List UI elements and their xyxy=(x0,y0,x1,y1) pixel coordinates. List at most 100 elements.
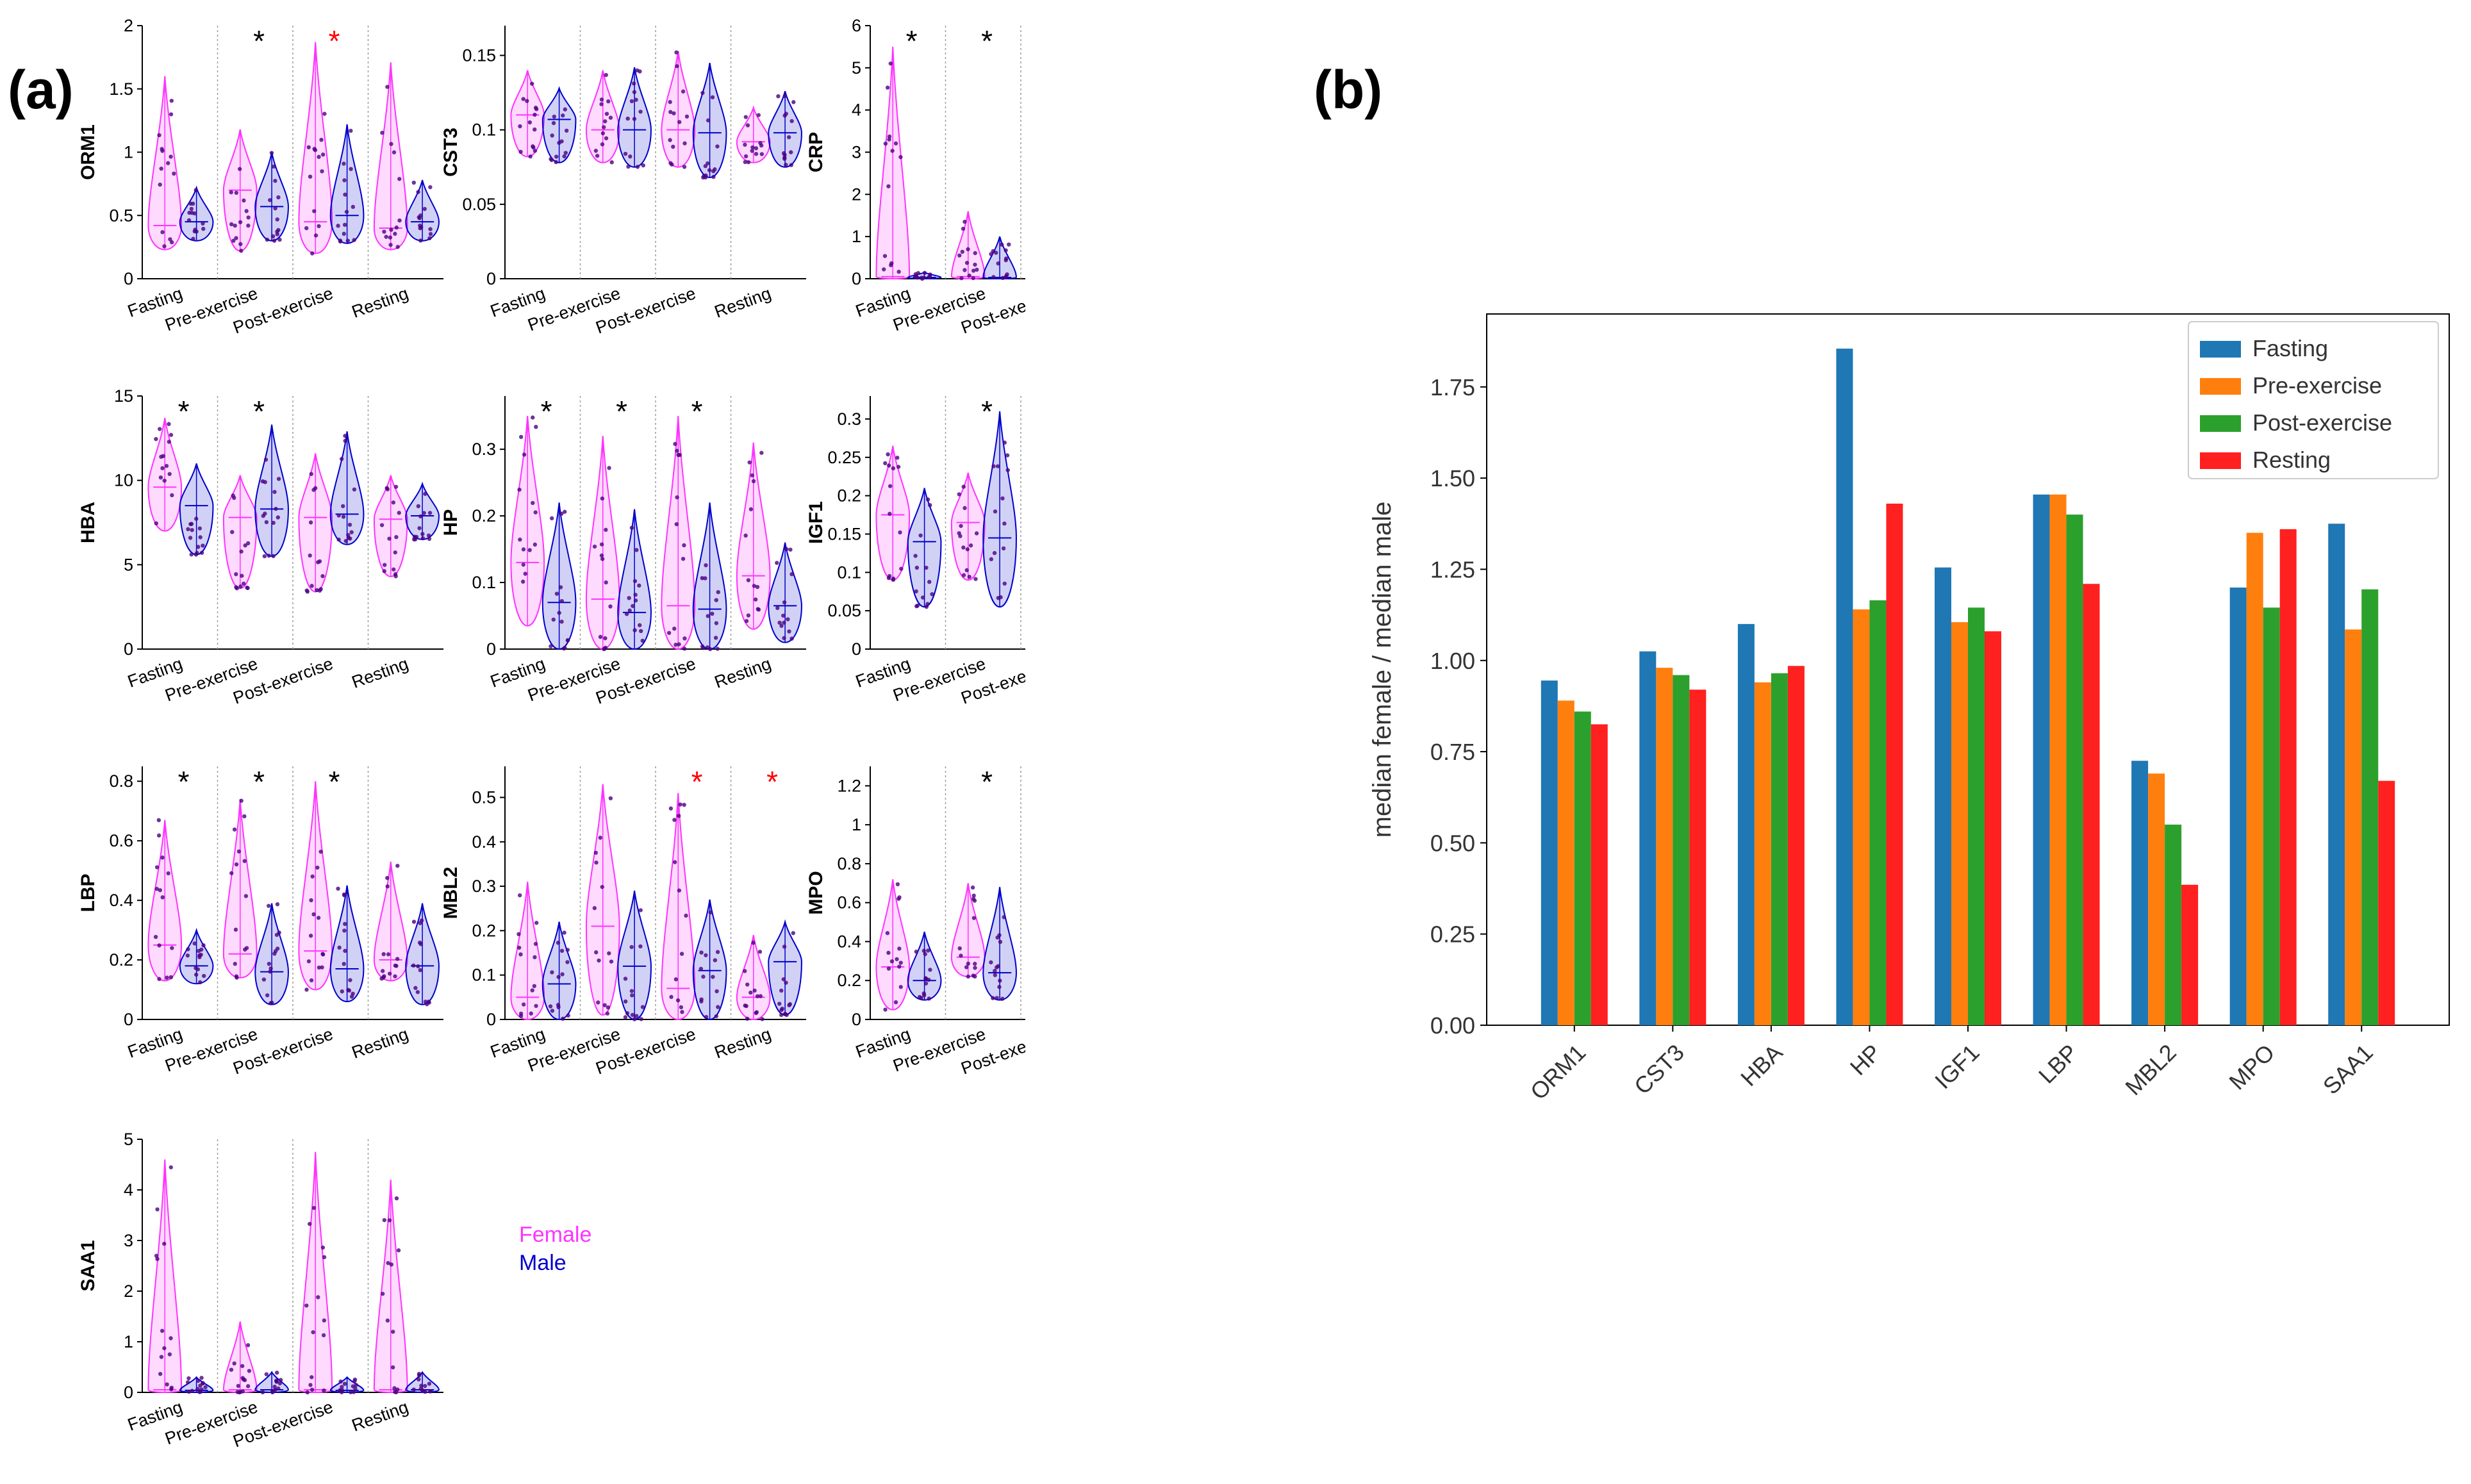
data-point-female xyxy=(162,478,167,483)
data-point-male xyxy=(991,464,996,468)
data-point-male xyxy=(198,1383,202,1388)
data-point-male xyxy=(913,274,918,279)
data-point-male xyxy=(277,930,281,935)
data-point-female xyxy=(153,934,158,939)
data-point-female xyxy=(388,242,393,247)
data-point-female xyxy=(393,963,398,968)
data-point-female xyxy=(967,575,971,579)
data-point-female xyxy=(596,1000,600,1005)
data-point-male xyxy=(563,151,568,155)
data-point-female xyxy=(229,190,233,195)
data-point-female xyxy=(682,802,686,807)
y-tick-label: 0.6 xyxy=(109,831,133,850)
data-point-female xyxy=(320,952,326,957)
data-point-male xyxy=(274,506,278,511)
bar-igf1-pre-exercise xyxy=(1951,622,1968,1025)
data-point-male xyxy=(993,973,997,977)
bar-mbl2-resting xyxy=(2181,884,2199,1025)
bar-mbl2-post-exercise xyxy=(2165,824,2182,1025)
data-point-male xyxy=(716,589,720,595)
data-point-female xyxy=(304,588,309,593)
y-tick-label: 0.5 xyxy=(472,788,496,807)
y-axis-label: HBA xyxy=(78,502,99,543)
data-point-male xyxy=(340,1390,344,1394)
data-point-female xyxy=(895,456,900,460)
significance-star: * xyxy=(178,395,190,428)
bar-saa1-pre-exercise xyxy=(2345,629,2362,1025)
data-point-female xyxy=(158,182,162,187)
data-point-female xyxy=(518,1014,524,1018)
data-point-male xyxy=(342,928,347,933)
y-axis-label: CRP xyxy=(806,132,827,172)
data-point-male xyxy=(989,960,993,965)
data-point-female xyxy=(531,500,535,506)
data-point-female xyxy=(748,507,754,511)
data-point-male xyxy=(1000,996,1005,1001)
data-point-male xyxy=(276,227,281,233)
data-point-male xyxy=(997,985,1002,989)
data-point-male xyxy=(926,948,930,953)
data-point-female xyxy=(155,1257,160,1262)
data-point-female xyxy=(169,433,174,437)
data-point-female xyxy=(520,579,525,584)
violin-plot-igf1: 00.050.10.150.20.250.3IGF1Fasting*Pre-ex… xyxy=(806,395,1025,708)
data-point-male xyxy=(561,1016,565,1021)
data-point-male xyxy=(190,201,195,206)
data-point-female xyxy=(165,1382,169,1387)
bar-hp-resting xyxy=(1886,504,1903,1025)
data-point-female xyxy=(974,531,979,536)
data-point-female xyxy=(609,160,614,165)
data-point-male xyxy=(428,232,433,236)
data-point-male xyxy=(276,515,281,520)
y-tick-label: 0.25 xyxy=(827,448,861,467)
y-tick-label: 1 xyxy=(852,815,861,834)
y-tick-label: 0.3 xyxy=(837,409,861,429)
data-point-female xyxy=(607,466,611,470)
data-point-female xyxy=(386,1260,390,1266)
data-point-male xyxy=(342,178,347,183)
data-point-female xyxy=(384,486,389,490)
violin-plot-orm1: 00.511.52ORM1Fasting*Pre-exercise*Post-e… xyxy=(78,16,443,338)
data-point-male xyxy=(336,224,340,228)
data-point-female xyxy=(886,950,891,955)
data-point-male xyxy=(699,950,704,955)
data-point-female xyxy=(530,988,534,993)
data-point-female xyxy=(882,267,886,272)
data-point-female xyxy=(675,998,681,1003)
panel-a-label: (a) xyxy=(8,60,74,120)
data-point-female xyxy=(242,859,247,863)
data-point-female xyxy=(890,149,895,153)
data-point-female xyxy=(899,566,904,571)
panel-b-label: (b) xyxy=(1314,60,1383,120)
data-point-female xyxy=(159,1355,164,1359)
data-point-male xyxy=(710,95,715,100)
data-point-female xyxy=(521,547,526,552)
data-point-male xyxy=(1004,256,1009,261)
y-tick-label: 4 xyxy=(124,1180,133,1200)
data-point-female xyxy=(234,190,239,195)
data-point-female xyxy=(310,251,315,256)
data-point-male xyxy=(201,221,205,226)
data-point-male xyxy=(779,1012,784,1018)
data-point-male xyxy=(919,996,923,1000)
data-point-male xyxy=(185,1380,190,1385)
data-point-female xyxy=(598,634,603,639)
data-point-female xyxy=(887,134,892,139)
data-point-female xyxy=(387,536,392,541)
data-point-male xyxy=(265,237,269,242)
data-point-female xyxy=(602,125,606,129)
data-point-female xyxy=(162,1346,167,1351)
data-point-female xyxy=(672,818,677,822)
data-point-female xyxy=(744,619,749,623)
y-tick-label: 0.50 xyxy=(1430,830,1475,856)
data-point-male xyxy=(275,217,279,222)
data-point-male xyxy=(623,1015,628,1019)
data-point-male xyxy=(270,234,276,238)
data-point-female xyxy=(897,269,901,274)
y-tick-label: 5 xyxy=(852,58,861,78)
data-point-male xyxy=(419,918,424,923)
y-tick-label: 0.2 xyxy=(837,486,861,506)
data-point-female xyxy=(975,267,979,272)
data-point-female xyxy=(168,237,172,242)
data-point-female xyxy=(759,450,764,455)
